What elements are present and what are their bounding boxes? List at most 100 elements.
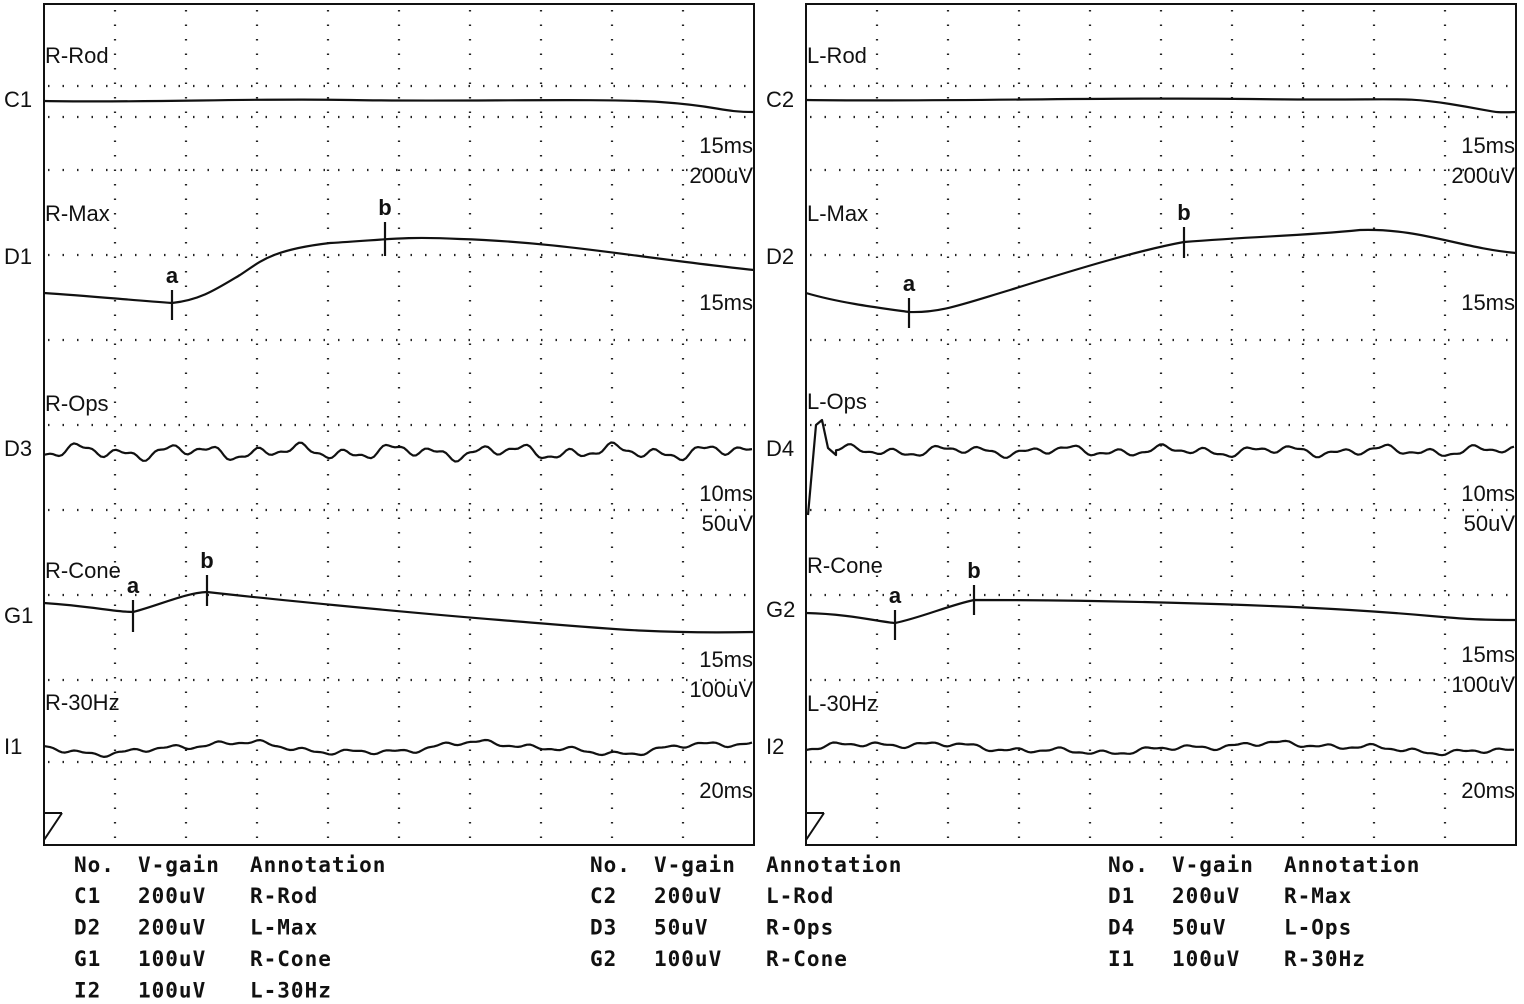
scale-label: 200uV bbox=[1451, 163, 1515, 188]
scale-label: 15ms bbox=[699, 290, 753, 315]
trace-label: R-30Hz bbox=[45, 690, 120, 715]
table-cell: R-Cone bbox=[250, 947, 332, 971]
panel-frame bbox=[43, 3, 755, 846]
peak-label: b bbox=[378, 195, 391, 220]
trace-label: R-Max bbox=[45, 201, 110, 226]
table-cell: C1 bbox=[74, 884, 101, 908]
trace-label: L-Rod bbox=[807, 43, 867, 68]
trace-label: R-Ops bbox=[45, 391, 109, 416]
table-cell: 100uV bbox=[138, 947, 206, 971]
waveform bbox=[806, 418, 1515, 516]
table-cell: I2 bbox=[74, 979, 101, 1003]
table-cell: R-Rod bbox=[250, 884, 318, 908]
trace-label: L-30Hz bbox=[807, 691, 878, 716]
peak-label: a bbox=[166, 263, 179, 288]
peak-label: b bbox=[200, 548, 213, 573]
trigger-mark bbox=[43, 812, 63, 841]
channel-id: I1 bbox=[4, 734, 22, 759]
channel-id: I2 bbox=[766, 734, 784, 759]
table-group: No. V-gain Annotation C2 200uV L-Rod D3 50uV R-O… bbox=[590, 853, 902, 971]
table-header: Annotation bbox=[250, 853, 386, 877]
channel-id: G1 bbox=[4, 603, 33, 628]
panel-frame bbox=[805, 3, 1517, 846]
channel-id: D2 bbox=[766, 244, 794, 269]
waveform bbox=[43, 236, 755, 305]
table-cell: D1 bbox=[1108, 884, 1135, 908]
table-header: V-gain bbox=[654, 853, 736, 877]
waveform bbox=[805, 598, 1517, 625]
table-cell: 50uV bbox=[654, 916, 709, 940]
scale-label: 15ms bbox=[1461, 290, 1515, 315]
table-header: Annotation bbox=[766, 853, 902, 877]
peak-label: b bbox=[967, 558, 980, 583]
peak-label: a bbox=[903, 271, 916, 296]
table-cell: 100uV bbox=[138, 979, 206, 1003]
scale-label: 20ms bbox=[699, 778, 753, 803]
trace-label: L-Ops bbox=[807, 389, 867, 414]
peak-label: a bbox=[127, 573, 140, 598]
table-group: No. V-gain Annotation D1 200uV R-Max D4 50uV L-O… bbox=[1108, 853, 1420, 971]
table-cell: 200uV bbox=[654, 884, 722, 908]
table-cell: 200uV bbox=[1172, 884, 1240, 908]
scale-label: 100uV bbox=[689, 677, 753, 702]
table-cell: I1 bbox=[1108, 947, 1135, 971]
channel-id: C2 bbox=[766, 87, 794, 112]
table-cell: R-Ops bbox=[766, 916, 834, 940]
scale-label: 50uV bbox=[1464, 511, 1516, 536]
table-header: Annotation bbox=[1284, 853, 1420, 877]
trace-label: R-Cone bbox=[45, 558, 121, 583]
table-cell: 100uV bbox=[1172, 947, 1240, 971]
scale-label: 15ms bbox=[699, 133, 753, 158]
waveform bbox=[43, 738, 753, 758]
trace-label: R-Rod bbox=[45, 43, 109, 68]
table-cell: R-Max bbox=[1284, 884, 1352, 908]
table-cell: G1 bbox=[74, 947, 101, 971]
table-cell: G2 bbox=[590, 947, 617, 971]
waveform bbox=[43, 590, 755, 634]
scale-label: 200uV bbox=[689, 163, 753, 188]
table-header: No. bbox=[74, 853, 115, 877]
table-cell: R-30Hz bbox=[1284, 947, 1366, 971]
waveform bbox=[43, 98, 755, 114]
table-cell: R-Cone bbox=[766, 947, 848, 971]
scale-label: 15ms bbox=[1461, 133, 1515, 158]
scale-label: 50uV bbox=[702, 511, 754, 536]
waveform bbox=[43, 441, 753, 463]
table-group: No. V-gain Annotation C1 200uV R-Rod D2 200uV L-… bbox=[74, 853, 386, 1003]
waveform bbox=[805, 739, 1515, 757]
table-cell: 100uV bbox=[654, 947, 722, 971]
table-cell: D2 bbox=[74, 916, 101, 940]
panel: C1 R-Rod 15ms 200uV D1 R-Max 15ms a b D3 R-Ops 10ms… bbox=[4, 3, 755, 846]
table-cell: L-Ops bbox=[1284, 916, 1352, 940]
panel: C2 L-Rod 15ms 200uV D2 L-Max 15ms a b D4 L-Ops 10ms… bbox=[766, 3, 1517, 846]
table-cell: D3 bbox=[590, 916, 617, 940]
trace-label: L-Max bbox=[807, 201, 868, 226]
scale-label: 10ms bbox=[699, 481, 753, 506]
waveform bbox=[805, 97, 1517, 114]
channel-id: D1 bbox=[4, 244, 32, 269]
channel-id: D4 bbox=[766, 436, 794, 461]
table-cell: 50uV bbox=[1172, 916, 1227, 940]
table-cell: 200uV bbox=[138, 884, 206, 908]
table-cell: L-Rod bbox=[766, 884, 834, 908]
table-header: V-gain bbox=[1172, 853, 1254, 877]
table-cell: C2 bbox=[590, 884, 617, 908]
peak-label: b bbox=[1177, 200, 1190, 225]
scale-label: 20ms bbox=[1461, 778, 1515, 803]
table-cell: L-30Hz bbox=[250, 979, 332, 1003]
table-header: No. bbox=[590, 853, 631, 877]
channel-id: D3 bbox=[4, 436, 32, 461]
scale-label: 15ms bbox=[1461, 642, 1515, 667]
table-cell: D4 bbox=[1108, 916, 1135, 940]
scale-label: 15ms bbox=[699, 647, 753, 672]
channel-id: C1 bbox=[4, 87, 32, 112]
trigger-mark bbox=[805, 812, 825, 841]
peak-label: a bbox=[889, 583, 902, 608]
scale-label: 100uV bbox=[1451, 672, 1515, 697]
table-cell: 200uV bbox=[138, 916, 206, 940]
table-header: V-gain bbox=[138, 853, 220, 877]
table-header: No. bbox=[1108, 853, 1149, 877]
table-cell: L-Max bbox=[250, 916, 318, 940]
channel-id: G2 bbox=[766, 597, 795, 622]
